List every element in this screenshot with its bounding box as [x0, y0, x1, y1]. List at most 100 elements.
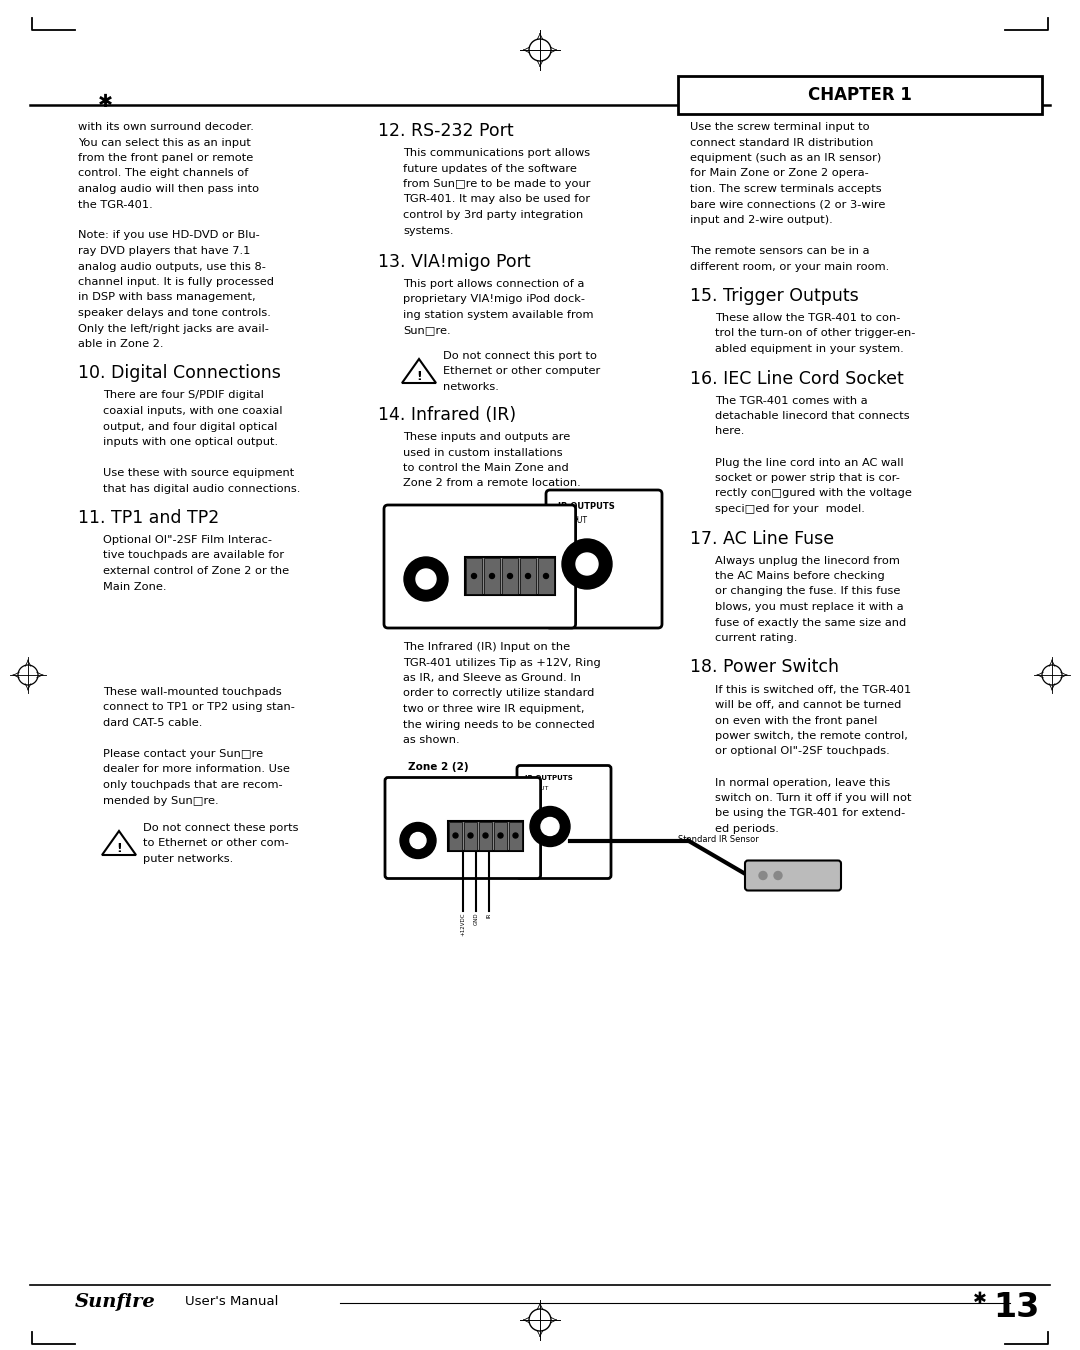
Text: coaxial inputs, with one coaxial: coaxial inputs, with one coaxial	[103, 406, 283, 416]
Text: 10. Digital Connections: 10. Digital Connections	[78, 364, 281, 382]
Circle shape	[541, 818, 559, 836]
Circle shape	[404, 558, 448, 601]
Text: different room, or your main room.: different room, or your main room.	[690, 262, 889, 271]
Circle shape	[468, 833, 473, 838]
FancyBboxPatch shape	[449, 822, 462, 849]
Text: or optional OI"-2SF touchpads.: or optional OI"-2SF touchpads.	[715, 747, 890, 756]
Text: 12V  G  1  2: 12V G 1 2	[468, 541, 517, 549]
Text: equipment (such as an IR sensor): equipment (such as an IR sensor)	[690, 153, 881, 163]
Text: ing station system available from: ing station system available from	[403, 310, 594, 320]
FancyBboxPatch shape	[552, 512, 561, 622]
FancyBboxPatch shape	[465, 558, 555, 595]
Text: Standard IR Sensor: Standard IR Sensor	[678, 836, 759, 845]
Text: input and 2-wire output).: input and 2-wire output).	[690, 215, 833, 225]
Circle shape	[498, 833, 503, 838]
Text: 1: 1	[423, 529, 429, 539]
Text: to Ethernet or other com-: to Ethernet or other com-	[143, 838, 288, 849]
Text: two or three wire IR equipment,: two or three wire IR equipment,	[403, 703, 584, 714]
Polygon shape	[402, 359, 436, 383]
FancyBboxPatch shape	[517, 765, 611, 879]
Circle shape	[508, 574, 513, 579]
Text: 11. TP1 and TP2: 11. TP1 and TP2	[78, 509, 219, 526]
Text: socket or power strip that is cor-: socket or power strip that is cor-	[715, 472, 900, 483]
Text: from Sun□re to be made to your: from Sun□re to be made to your	[403, 180, 591, 189]
Circle shape	[410, 833, 426, 849]
Text: The TGR-401 comes with a: The TGR-401 comes with a	[715, 396, 867, 405]
Text: This port allows connection of a: This port allows connection of a	[403, 279, 584, 289]
Text: be using the TGR-401 for extend-: be using the TGR-401 for extend-	[715, 809, 905, 818]
Text: 17. AC Line Fuse: 17. AC Line Fuse	[690, 529, 834, 548]
Text: 16. IEC Line Cord Socket: 16. IEC Line Cord Socket	[690, 370, 904, 387]
Text: +12VDC: +12VDC	[460, 913, 465, 936]
Polygon shape	[102, 832, 136, 855]
Text: analog audio will then pass into: analog audio will then pass into	[78, 184, 259, 194]
Text: Please contact your Sun□re: Please contact your Sun□re	[103, 749, 264, 759]
Text: 1: 1	[416, 796, 420, 802]
Text: will be off, and cannot be turned: will be off, and cannot be turned	[715, 701, 902, 710]
Text: as IR, and Sleeve as Ground. In: as IR, and Sleeve as Ground. In	[403, 674, 581, 683]
Text: 14. Infrared (IR): 14. Infrared (IR)	[378, 406, 516, 424]
Text: Sunfire: Sunfire	[75, 1293, 156, 1311]
Text: only touchpads that are recom-: only touchpads that are recom-	[103, 780, 283, 790]
Text: speaker delays and tone controls.: speaker delays and tone controls.	[78, 308, 271, 319]
FancyBboxPatch shape	[480, 822, 492, 849]
Text: mended by Sun□re.: mended by Sun□re.	[103, 795, 218, 806]
Text: You can select this as an input: You can select this as an input	[78, 138, 251, 147]
Text: 13: 13	[994, 1291, 1040, 1324]
FancyBboxPatch shape	[448, 821, 523, 850]
Text: order to correctly utilize standard: order to correctly utilize standard	[403, 688, 594, 698]
Circle shape	[526, 574, 530, 579]
Circle shape	[472, 574, 476, 579]
Text: networks.: networks.	[443, 382, 499, 391]
Text: OUT: OUT	[536, 787, 550, 791]
Text: TGR-401 utilizes Tip as +12V, Ring: TGR-401 utilizes Tip as +12V, Ring	[403, 657, 600, 667]
Circle shape	[489, 574, 495, 579]
FancyBboxPatch shape	[465, 558, 482, 594]
Text: blows, you must replace it with a: blows, you must replace it with a	[715, 602, 904, 612]
Text: Main Zone.: Main Zone.	[103, 582, 166, 591]
Circle shape	[576, 554, 598, 575]
Text: here.: here.	[715, 427, 744, 436]
Text: rectly con□gured with the voltage: rectly con□gured with the voltage	[715, 489, 912, 498]
Text: TGR-401. It may also be used for: TGR-401. It may also be used for	[403, 194, 590, 204]
Text: Do not connect this port to: Do not connect this port to	[443, 351, 597, 360]
Text: If this is switched off, the TGR-401: If this is switched off, the TGR-401	[715, 684, 912, 694]
Text: These inputs and outputs are: These inputs and outputs are	[403, 432, 570, 441]
Text: switch on. Turn it off if you will not: switch on. Turn it off if you will not	[715, 792, 912, 803]
Text: Zone 2 (2): Zone 2 (2)	[408, 763, 469, 772]
Text: Plug the line cord into an AC wall: Plug the line cord into an AC wall	[715, 458, 904, 467]
Text: ray DVD players that have 7.1: ray DVD players that have 7.1	[78, 246, 251, 256]
Text: with its own surround decoder.: with its own surround decoder.	[78, 122, 254, 132]
Text: IR OUTPUTS: IR OUTPUTS	[525, 775, 572, 780]
Text: tion. The screw terminals accepts: tion. The screw terminals accepts	[690, 184, 881, 194]
Text: connect standard IR distribution: connect standard IR distribution	[690, 138, 874, 147]
Text: Do not connect these ports: Do not connect these ports	[143, 824, 298, 833]
Text: inputs with one optical output.: inputs with one optical output.	[103, 437, 279, 447]
Text: IR INPUTS: IR INPUTS	[416, 787, 456, 792]
Circle shape	[543, 574, 549, 579]
Text: These wall-mounted touchpads: These wall-mounted touchpads	[103, 687, 282, 697]
Text: In normal operation, leave this: In normal operation, leave this	[715, 778, 890, 787]
FancyBboxPatch shape	[502, 558, 518, 594]
FancyBboxPatch shape	[509, 822, 522, 849]
Text: the wiring needs to be connected: the wiring needs to be connected	[403, 720, 595, 729]
Text: systems.: systems.	[403, 225, 454, 235]
FancyBboxPatch shape	[519, 558, 536, 594]
Text: The remote sensors can be in a: The remote sensors can be in a	[690, 246, 869, 256]
Text: Zone 2 from a remote location.: Zone 2 from a remote location.	[403, 478, 581, 489]
Text: control by 3rd party integration: control by 3rd party integration	[403, 211, 583, 220]
Text: able in Zone 2.: able in Zone 2.	[78, 339, 163, 350]
Text: Use the screw terminal input to: Use the screw terminal input to	[690, 122, 869, 132]
Text: the TGR-401.: the TGR-401.	[78, 200, 152, 209]
Text: ✱: ✱	[973, 1291, 987, 1308]
Text: 12V  G  1  2: 12V G 1 2	[450, 806, 492, 813]
Text: to control the Main Zone and: to control the Main Zone and	[403, 463, 569, 472]
Text: 15. Trigger Outputs: 15. Trigger Outputs	[690, 288, 859, 305]
Text: output, and four digital optical: output, and four digital optical	[103, 421, 278, 432]
Text: from the front panel or remote: from the front panel or remote	[78, 153, 253, 163]
Text: Sun□re.: Sun□re.	[403, 325, 450, 336]
Text: on even with the front panel: on even with the front panel	[715, 716, 877, 725]
Text: for Main Zone or Zone 2 opera-: for Main Zone or Zone 2 opera-	[690, 169, 868, 178]
Text: as shown.: as shown.	[403, 734, 460, 745]
Text: ✱: ✱	[97, 93, 112, 111]
